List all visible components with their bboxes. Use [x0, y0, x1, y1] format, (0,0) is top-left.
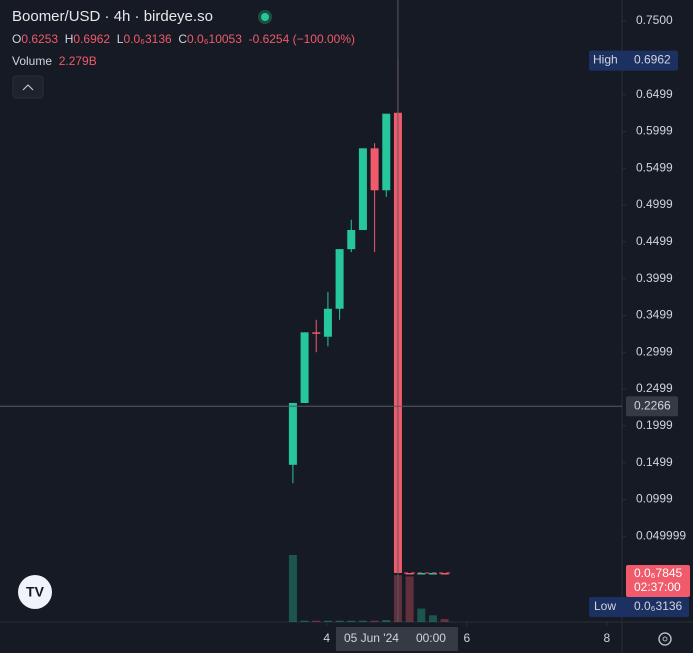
collapse-button[interactable] [12, 75, 44, 99]
low-badge-bg [589, 597, 689, 617]
tv-logo[interactable]: TV [18, 575, 52, 609]
y-tick-label: 0.3999 [636, 271, 673, 285]
candle-body [370, 148, 379, 191]
crosshair-time: 00:00 [416, 631, 446, 645]
y-tick-label: 0.1499 [636, 455, 673, 469]
crosshair-y-label: 0.2266 [634, 398, 671, 412]
low-badge-value: 0.0₆3136 [634, 599, 683, 613]
candle-body [335, 249, 344, 309]
candle-body [405, 572, 414, 575]
crosshair-y-badge [626, 396, 678, 417]
l-value: 0.0₆3136 [123, 32, 172, 46]
candle-body [428, 572, 437, 575]
volume-bar [312, 620, 321, 622]
x-tick-label: 6 [463, 631, 470, 645]
last-price-label: 0.0₆7845 [634, 566, 683, 580]
price-axis-bg [622, 0, 693, 653]
symbol-title: Boomer/USD · 4h · birdeye.so [12, 8, 213, 25]
y-tick-label: 0.049999 [636, 528, 686, 542]
o-label: O [12, 32, 22, 46]
volume-bar [370, 620, 379, 622]
x-tick-label: 8 [603, 631, 610, 645]
volume-bar [440, 618, 449, 622]
y-tick-label: 0.2999 [636, 344, 673, 358]
h-value: 0.6962 [73, 32, 111, 46]
high-badge-label: High [593, 53, 618, 67]
y-tick-label: 0.1999 [636, 418, 673, 432]
y-tick-label: 0.7500 [636, 13, 673, 27]
volume-bar [288, 555, 297, 622]
settings-button[interactable] [658, 632, 672, 646]
y-tick-label: 0.4999 [636, 197, 673, 211]
volume-bar [358, 620, 367, 622]
volume-bar [382, 619, 391, 622]
y-tick-label: 0.3499 [636, 308, 673, 322]
y-tick-label: 0.5999 [636, 124, 673, 138]
low-badge-label: Low [594, 599, 616, 613]
candle-body [312, 332, 321, 334]
y-tick-label: 0.4499 [636, 234, 673, 248]
crosshair-x-badge [335, 627, 458, 651]
high-badge-value: 0.6962 [634, 53, 671, 67]
volume-bar [323, 620, 332, 622]
status-dot [261, 13, 269, 21]
y-tick-label: 0.6499 [636, 87, 673, 101]
candle-body [382, 113, 391, 191]
c-value: 0.0₆10053 [187, 32, 242, 46]
candle-body [347, 230, 356, 250]
candle-body [417, 572, 426, 575]
volume-bar [405, 576, 414, 622]
c-label: C [178, 32, 188, 46]
volume-bar [335, 620, 344, 622]
high-badge-bg [589, 50, 678, 71]
volume-bar [347, 620, 356, 622]
countdown: 02:37:00 [634, 580, 681, 594]
h-label: H [64, 32, 74, 46]
change: -0.6254 (−100.00%) [248, 32, 355, 46]
y-tick-label: 0.5499 [636, 160, 673, 174]
candle-body [300, 332, 309, 403]
l-label: L [116, 32, 124, 46]
y-tick-label: 0.2499 [636, 381, 673, 395]
volume-bar [417, 608, 426, 622]
svg-text:TV: TV [26, 584, 45, 600]
o-value: 0.6253 [21, 32, 59, 46]
crosshair-date: 05 Jun '24 [344, 631, 399, 645]
volume-label: Volume [12, 54, 53, 68]
volume-bar [428, 615, 437, 622]
header: Boomer/USD · 4h · birdeye.so O0.6253 H0.… [12, 6, 355, 72]
candle-body [358, 148, 367, 231]
x-tick-label: 4 [323, 631, 330, 645]
y-tick-label: 0.0999 [636, 492, 673, 506]
last-price-badge [626, 564, 690, 597]
candle-body [440, 572, 449, 575]
volume-bar [300, 620, 309, 622]
candle-body [323, 308, 332, 337]
volume-value: 2.279B [58, 54, 97, 68]
candle-body [288, 402, 297, 465]
